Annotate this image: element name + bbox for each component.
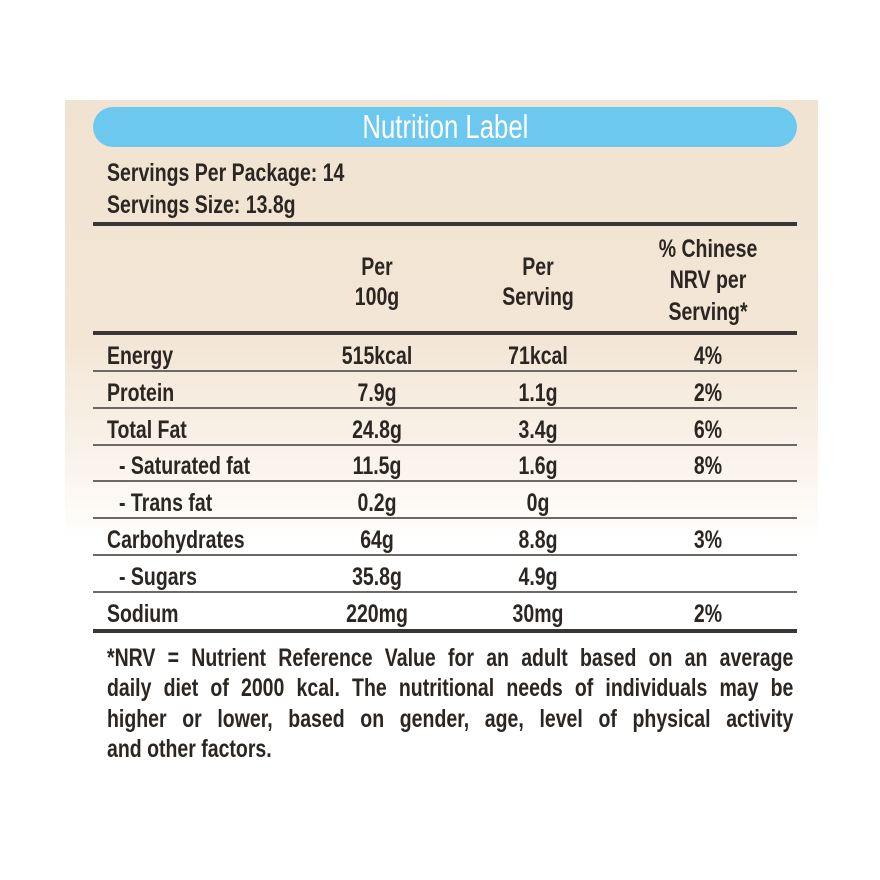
value-per-serving: 1.1g (518, 378, 558, 407)
nutrient-name: Carbohydrates (107, 526, 245, 554)
value-per-serving: 71kcal (508, 342, 568, 370)
footnote-line: and other factors. (107, 734, 272, 763)
value-nrv: 4% (693, 342, 723, 370)
row-divider (93, 554, 797, 556)
header-nrv-line1: % Chinese (658, 235, 758, 263)
row-divider (93, 517, 797, 520)
servings-per-package: Servings Per Package: 14 (107, 159, 345, 187)
serving-size: Servings Size: 13.8g (107, 191, 296, 219)
value-per-100g: 35.8g (352, 562, 402, 591)
value-per-serving: 0g (526, 489, 550, 518)
divider (93, 629, 797, 633)
nutrient-name: - Trans fat (119, 489, 213, 518)
value-per-100g: 64g (360, 526, 394, 554)
value-per-serving: 3.4g (518, 415, 558, 444)
nutrient-name: Total Fat (107, 415, 187, 444)
value-per-serving: 30mg (512, 599, 564, 628)
value-nrv: 6% (693, 415, 723, 444)
footnote: *NRV = Nutrient Reference Value for an a… (107, 643, 793, 764)
header-per-serving-line2: Serving (502, 283, 574, 311)
label-background (65, 100, 818, 540)
header-nrv-line2: NRV per (669, 266, 747, 294)
value-per-serving: 1.6g (518, 452, 558, 481)
title-banner: Nutrition Label (93, 107, 797, 147)
value-per-serving: 4.9g (518, 562, 558, 591)
header-per-serving-line1: Per (522, 253, 554, 281)
nutrient-name: - Saturated fat (119, 452, 251, 481)
value-per-100g: 11.5g (352, 452, 402, 481)
nutrient-name: Protein (107, 378, 175, 407)
value-nrv: 3% (693, 526, 723, 554)
value-nrv: 2% (693, 599, 723, 628)
footnote-line: daily diet of 2000 kcal. The nutritional… (107, 674, 794, 703)
nutrient-name: Energy (107, 342, 174, 370)
row-divider (93, 590, 797, 593)
footnote-line: higher or lower, based on gender, age, l… (107, 704, 794, 733)
value-nrv: 2% (693, 378, 723, 407)
divider (93, 222, 797, 226)
value-per-100g: 220mg (346, 599, 408, 628)
nutrient-name: Sodium (107, 599, 179, 628)
value-per-100g: 0.2g (357, 489, 397, 518)
row-divider (93, 443, 797, 446)
row-divider (93, 406, 797, 409)
header-nrv-line3: Serving* (668, 298, 748, 326)
value-per-100g: 7.9g (357, 378, 397, 407)
value-per-100g: 515kcal (341, 342, 413, 370)
row-divider (93, 480, 797, 483)
value-nrv: 8% (693, 452, 723, 481)
header-per100-line2: 100g (354, 283, 400, 311)
header-per100-line1: Per (361, 253, 393, 281)
label-title: Nutrition Label (362, 108, 528, 145)
value-per-100g: 24.8g (352, 415, 402, 444)
row-divider (93, 370, 797, 372)
value-per-serving: 8.8g (518, 526, 558, 554)
nutrient-name: - Sugars (119, 562, 198, 591)
divider (93, 331, 797, 335)
footnote-line: *NRV = Nutrient Reference Value for an a… (107, 644, 794, 672)
